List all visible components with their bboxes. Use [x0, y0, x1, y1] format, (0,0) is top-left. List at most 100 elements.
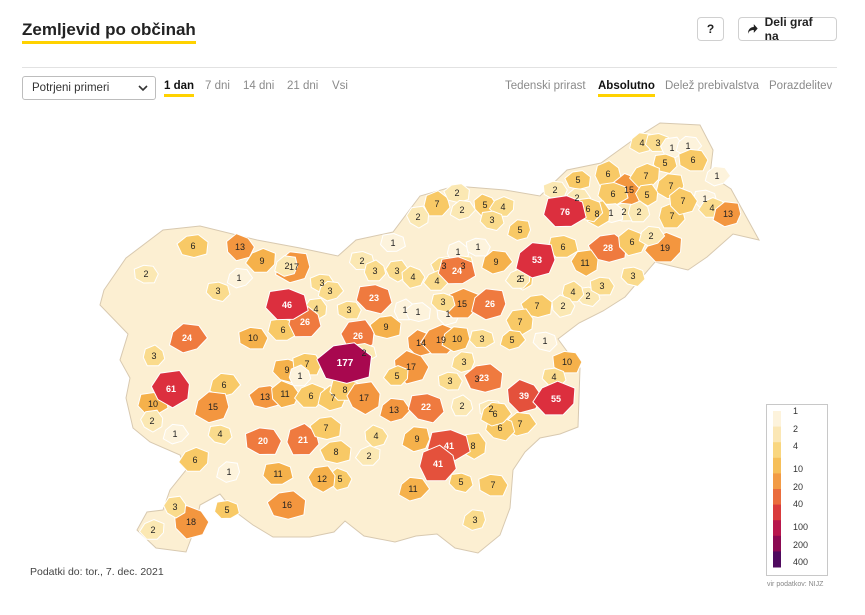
municipality-region[interactable]	[226, 267, 254, 289]
municipality-region[interactable]	[627, 200, 651, 223]
municipality-region[interactable]	[478, 473, 509, 497]
municipality-region[interactable]	[238, 326, 269, 350]
municipality-region[interactable]	[194, 391, 230, 424]
municipality-region[interactable]	[244, 247, 276, 273]
municipality-region[interactable]	[401, 265, 426, 289]
municipality-region[interactable]	[437, 256, 477, 285]
municipality-region[interactable]	[177, 446, 209, 472]
municipality-region[interactable]	[176, 234, 209, 259]
municipality-region[interactable]	[443, 183, 470, 204]
municipality-region[interactable]	[266, 490, 307, 520]
municipality-region[interactable]	[205, 281, 231, 303]
municipality-region[interactable]	[669, 187, 698, 216]
help-button[interactable]: ?	[697, 17, 724, 41]
municipality-region[interactable]	[407, 393, 445, 424]
municipality-region[interactable]	[354, 445, 381, 466]
municipality-region[interactable]	[355, 284, 393, 315]
municipality-region[interactable]	[404, 302, 431, 323]
municipality-region[interactable]	[638, 225, 666, 247]
municipality-region[interactable]	[369, 315, 402, 340]
tab-14-dni[interactable]: 14 dni	[243, 80, 275, 92]
municipality-region[interactable]	[346, 381, 381, 416]
municipality-region[interactable]	[552, 350, 583, 374]
municipality-region[interactable]	[401, 426, 431, 453]
municipality-region[interactable]	[620, 266, 646, 288]
share-button[interactable]: Deli graf na	[738, 15, 837, 43]
municipality-region[interactable]	[382, 365, 409, 386]
region-value-label: 10	[148, 399, 158, 409]
municipality-region[interactable]	[449, 199, 477, 221]
municipality-region[interactable]	[704, 165, 732, 187]
municipality-region[interactable]	[480, 401, 513, 427]
municipality-region[interactable]	[162, 423, 190, 445]
municipality-region[interactable]	[288, 364, 312, 387]
municipality-region[interactable]	[543, 195, 587, 228]
tab-1-dan[interactable]: 1 dan	[164, 80, 195, 97]
municipality-region[interactable]	[712, 201, 742, 228]
municipality-region[interactable]	[363, 259, 387, 282]
municipality-region[interactable]	[463, 363, 504, 393]
municipality-region[interactable]	[678, 148, 709, 172]
municipality-region[interactable]	[430, 292, 456, 314]
municipality-region[interactable]	[319, 440, 352, 465]
tab-21-dni[interactable]: 21 dni	[287, 80, 319, 92]
municipality-region[interactable]	[226, 233, 255, 262]
region-value-label: 5	[575, 175, 580, 185]
municipality-region[interactable]	[309, 416, 342, 441]
municipality-region[interactable]	[406, 205, 430, 229]
municipality-region[interactable]	[481, 249, 514, 275]
tab-vsi[interactable]: Vsi	[332, 80, 348, 92]
tab-absolutno[interactable]: Absolutno	[598, 80, 655, 97]
region-value-label: 2	[488, 404, 493, 414]
municipality-region[interactable]	[451, 351, 476, 373]
municipality-region[interactable]	[138, 519, 165, 540]
municipality-region[interactable]	[532, 380, 576, 416]
tab-delez-prebivalstva[interactable]: Delež prebivalstva	[665, 80, 759, 92]
municipality-region[interactable]	[437, 371, 463, 391]
municipality-region[interactable]	[307, 465, 336, 493]
tab-porazdelitev[interactable]: Porazdelitev	[769, 80, 833, 92]
municipality-region[interactable]	[450, 394, 474, 417]
municipality-region[interactable]	[515, 242, 556, 279]
region-value-label: 21	[298, 435, 308, 445]
municipality-region[interactable]	[551, 294, 576, 318]
municipality-region[interactable]	[499, 329, 527, 351]
municipality-region[interactable]	[133, 264, 159, 284]
municipality-region[interactable]	[419, 444, 457, 482]
municipality-region[interactable]	[547, 234, 579, 258]
municipality-region[interactable]	[471, 288, 507, 321]
tab-tedenski-prirast[interactable]: Tedenski prirast	[505, 80, 586, 92]
municipality-region[interactable]	[589, 276, 615, 296]
municipality-region[interactable]	[328, 467, 353, 491]
municipality-region[interactable]	[570, 249, 599, 277]
municipality-region[interactable]	[468, 328, 495, 349]
municipality-region[interactable]	[265, 288, 309, 321]
municipality-region[interactable]	[462, 509, 487, 531]
municipality-region[interactable]	[244, 427, 282, 456]
municipality-region[interactable]	[207, 424, 233, 446]
municipality-region[interactable]	[274, 255, 299, 277]
municipality-region[interactable]	[142, 344, 166, 367]
municipality-region[interactable]	[379, 232, 406, 253]
municipality-region[interactable]	[479, 210, 505, 232]
municipality-region[interactable]	[163, 495, 187, 519]
municipality-region[interactable]	[628, 162, 660, 188]
municipality-region[interactable]	[448, 472, 474, 494]
municipality-region[interactable]	[213, 499, 240, 520]
municipality-region[interactable]	[216, 461, 241, 483]
municipality-region[interactable]	[507, 219, 532, 241]
municipality-region[interactable]	[150, 369, 190, 409]
municipality-region[interactable]	[532, 331, 558, 353]
municipality-region[interactable]	[262, 461, 294, 485]
metric-select[interactable]: Potrjeni primeri	[22, 76, 156, 100]
municipality-region[interactable]	[316, 342, 373, 384]
municipality-region[interactable]	[168, 323, 209, 354]
municipality-region[interactable]	[441, 326, 471, 353]
municipality-region[interactable]	[561, 280, 585, 303]
municipality-region[interactable]	[317, 280, 345, 302]
municipality-region[interactable]	[635, 183, 659, 207]
municipality-region[interactable]	[398, 476, 431, 502]
tab-7-dni[interactable]: 7 dni	[205, 80, 230, 92]
municipality-region[interactable]	[336, 300, 362, 320]
municipality-region[interactable]	[140, 409, 164, 433]
